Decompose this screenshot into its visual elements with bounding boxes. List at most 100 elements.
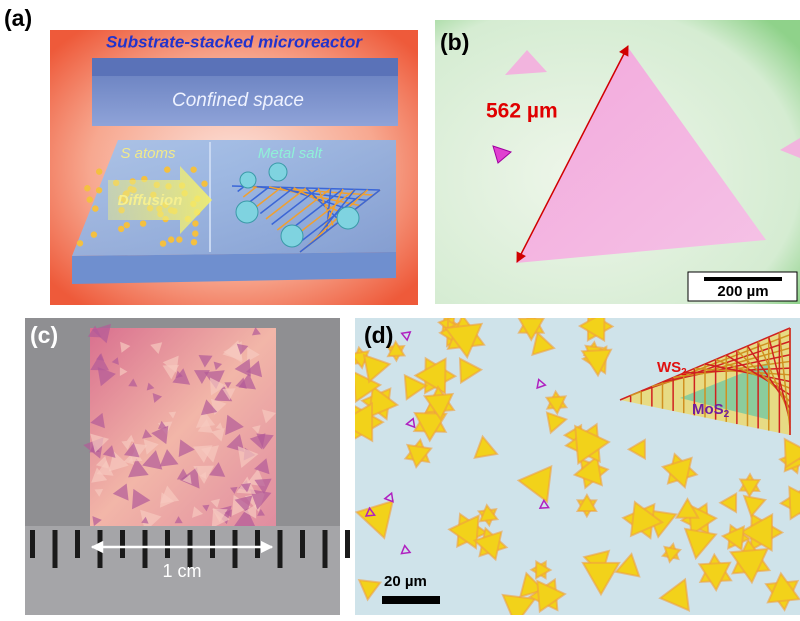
crystal	[783, 437, 800, 469]
flake	[123, 454, 135, 465]
metal-sphere	[235, 200, 259, 224]
flake	[210, 498, 220, 508]
small-crystal	[538, 498, 550, 509]
flake	[224, 382, 232, 389]
sulfur-atom	[86, 196, 93, 203]
flake	[142, 429, 153, 439]
crystal	[663, 545, 682, 564]
flake	[162, 364, 180, 380]
crystal	[413, 411, 448, 443]
flake	[249, 433, 266, 450]
flake	[200, 399, 218, 416]
flake	[151, 425, 169, 445]
flake	[160, 485, 180, 504]
sulfur-atom	[90, 231, 98, 238]
diffusion-arrow	[108, 166, 212, 234]
flake	[202, 504, 210, 512]
wafer-flakes	[83, 323, 277, 532]
lattice-bond	[271, 187, 319, 226]
flake	[199, 471, 207, 480]
ruler-tick	[52, 530, 58, 568]
small-crystal	[400, 544, 412, 555]
scale-bar	[382, 596, 440, 604]
flake	[174, 516, 183, 524]
flake	[119, 367, 128, 377]
flake	[91, 467, 108, 483]
lattice-bond	[248, 186, 270, 204]
ruler-tick	[120, 530, 125, 558]
lattice-bond	[293, 189, 369, 248]
flake	[126, 434, 135, 442]
flake	[237, 446, 259, 468]
crystal	[683, 527, 718, 561]
flake	[224, 509, 232, 518]
flake	[251, 327, 261, 336]
lattice-bond	[715, 358, 791, 389]
crystal	[386, 339, 407, 358]
crystal	[403, 373, 429, 401]
crystal	[575, 493, 598, 513]
ruler-tick	[232, 530, 238, 568]
lattice-bond	[254, 186, 282, 209]
flake	[234, 358, 251, 377]
flake	[131, 488, 151, 510]
crystal	[580, 348, 613, 378]
flake	[121, 440, 132, 450]
crystal	[742, 494, 768, 519]
ruler-tick	[142, 530, 148, 568]
crystal	[516, 464, 553, 504]
lattice-bond	[237, 185, 245, 193]
crystal	[422, 392, 455, 422]
flake	[215, 422, 223, 430]
flake	[123, 442, 140, 458]
small-crystal	[364, 506, 376, 517]
flake	[91, 323, 112, 344]
sulfur-atom	[167, 236, 175, 243]
crystal	[545, 411, 569, 435]
flake	[214, 385, 233, 402]
flake	[234, 508, 256, 528]
flake	[209, 377, 227, 396]
flake	[176, 468, 190, 480]
flake	[254, 478, 272, 495]
substrate-front	[72, 252, 396, 284]
panel-c: 1 cm	[25, 318, 350, 615]
crystal-field	[355, 318, 800, 615]
sulfur-atom	[76, 240, 84, 247]
outer-label: WS2	[657, 359, 687, 378]
panel-b: 562 µm 200 µm	[435, 20, 800, 304]
flake	[142, 450, 163, 470]
flake	[90, 412, 105, 429]
flake	[157, 420, 167, 429]
flake	[235, 377, 247, 389]
crystal	[697, 561, 732, 592]
flake	[146, 382, 155, 391]
scale-label: 20 µm	[384, 573, 427, 590]
sulfur-atom	[123, 221, 130, 229]
flake	[112, 483, 129, 501]
crystal	[572, 454, 604, 487]
inner-text: MoS	[692, 401, 724, 418]
flake	[143, 439, 159, 455]
crystal	[535, 559, 553, 580]
sulfur-atom	[84, 185, 91, 192]
measure-label: 1 cm	[162, 561, 201, 581]
ruler-tick	[255, 530, 260, 558]
crystal	[405, 443, 433, 470]
right-label: Metal salt	[258, 145, 323, 162]
panel-label: (a)	[4, 5, 32, 31]
flake	[249, 489, 272, 510]
flake	[197, 418, 214, 433]
flake	[240, 482, 251, 493]
small-crystal	[536, 378, 547, 390]
crystal	[720, 525, 745, 552]
metal-sphere	[336, 206, 360, 230]
sulfur-atom	[201, 180, 208, 187]
flake	[168, 411, 177, 419]
crystal	[472, 530, 503, 562]
left-label: S atoms	[120, 145, 176, 162]
crystal	[413, 357, 447, 395]
sulfur-atom	[117, 225, 125, 233]
crystal	[443, 322, 484, 360]
